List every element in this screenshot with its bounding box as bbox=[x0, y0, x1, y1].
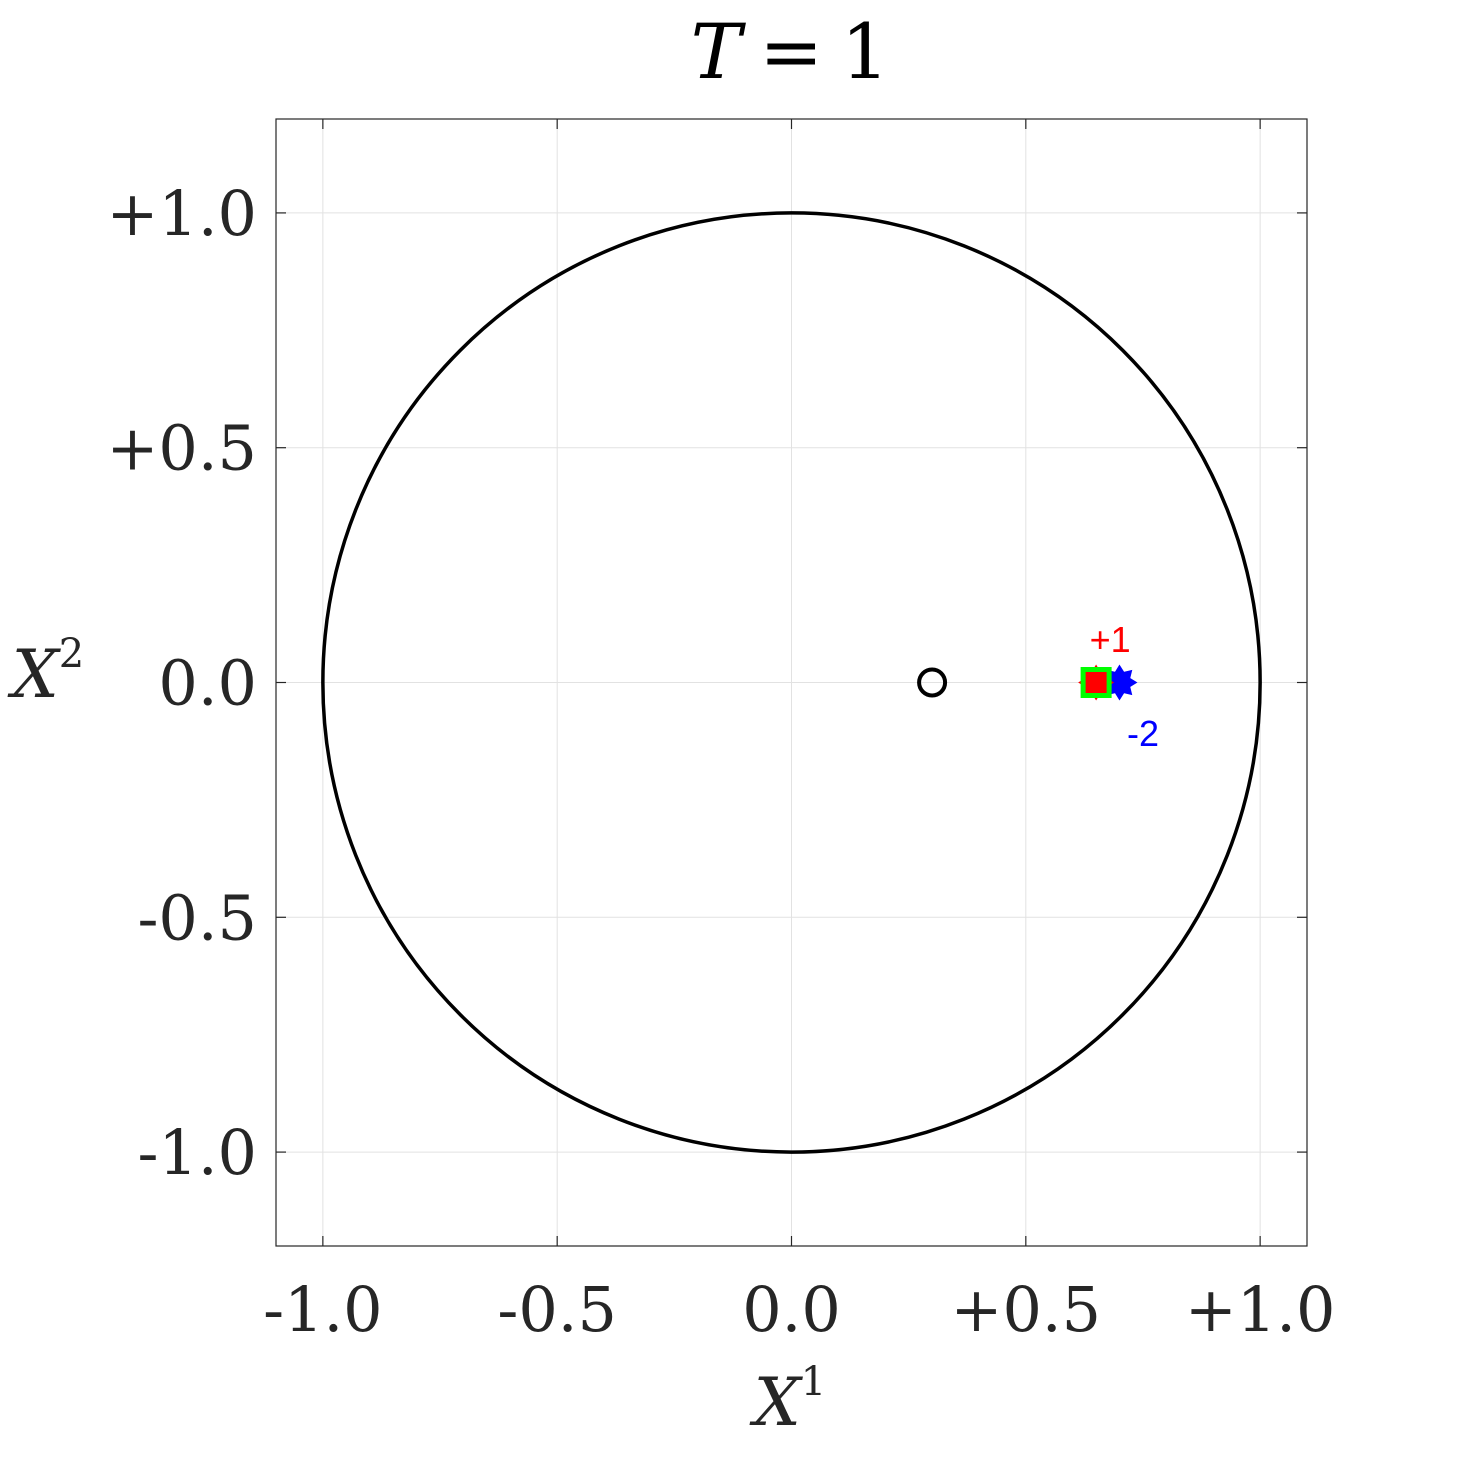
axis-ticks: -1.0 -0.5 0.0 +0.5 +1.0 +1.0 +0.5 0.0 -0.5 -1.0 bbox=[106, 119, 1335, 1346]
x-axis-label: X1 bbox=[749, 1359, 826, 1441]
point-marker-circle bbox=[917, 667, 948, 698]
chart-title: T = 1 bbox=[691, 7, 890, 96]
grid bbox=[276, 119, 1307, 1246]
y-tick-label: +0.5 bbox=[106, 412, 257, 485]
x-tick-label: -0.5 bbox=[497, 1273, 617, 1346]
x-tick-label: -1.0 bbox=[263, 1273, 383, 1346]
annotations: +1 -2 bbox=[1090, 619, 1159, 754]
y-tick-label: 0.0 bbox=[158, 647, 257, 720]
plot-frame bbox=[275, 118, 1308, 1247]
unit-circle-layer bbox=[321, 211, 1262, 1154]
point-marker-square bbox=[1088, 674, 1105, 691]
y-tick-label: -1.0 bbox=[137, 1116, 257, 1189]
y-axis-label: X2 bbox=[7, 631, 84, 713]
x-tick-label: +0.5 bbox=[951, 1273, 1102, 1346]
data-points bbox=[917, 664, 1138, 701]
point-marker-square-open bbox=[1080, 667, 1112, 698]
point-annotation: +1 bbox=[1090, 619, 1131, 660]
point-annotation: -2 bbox=[1127, 713, 1159, 754]
y-tick-label: -0.5 bbox=[137, 881, 257, 954]
x-tick-label: 0.0 bbox=[742, 1273, 841, 1346]
unit-circle bbox=[321, 211, 1262, 1154]
x-tick-label: +1.0 bbox=[1185, 1273, 1336, 1346]
y-tick-label: +1.0 bbox=[106, 177, 257, 250]
